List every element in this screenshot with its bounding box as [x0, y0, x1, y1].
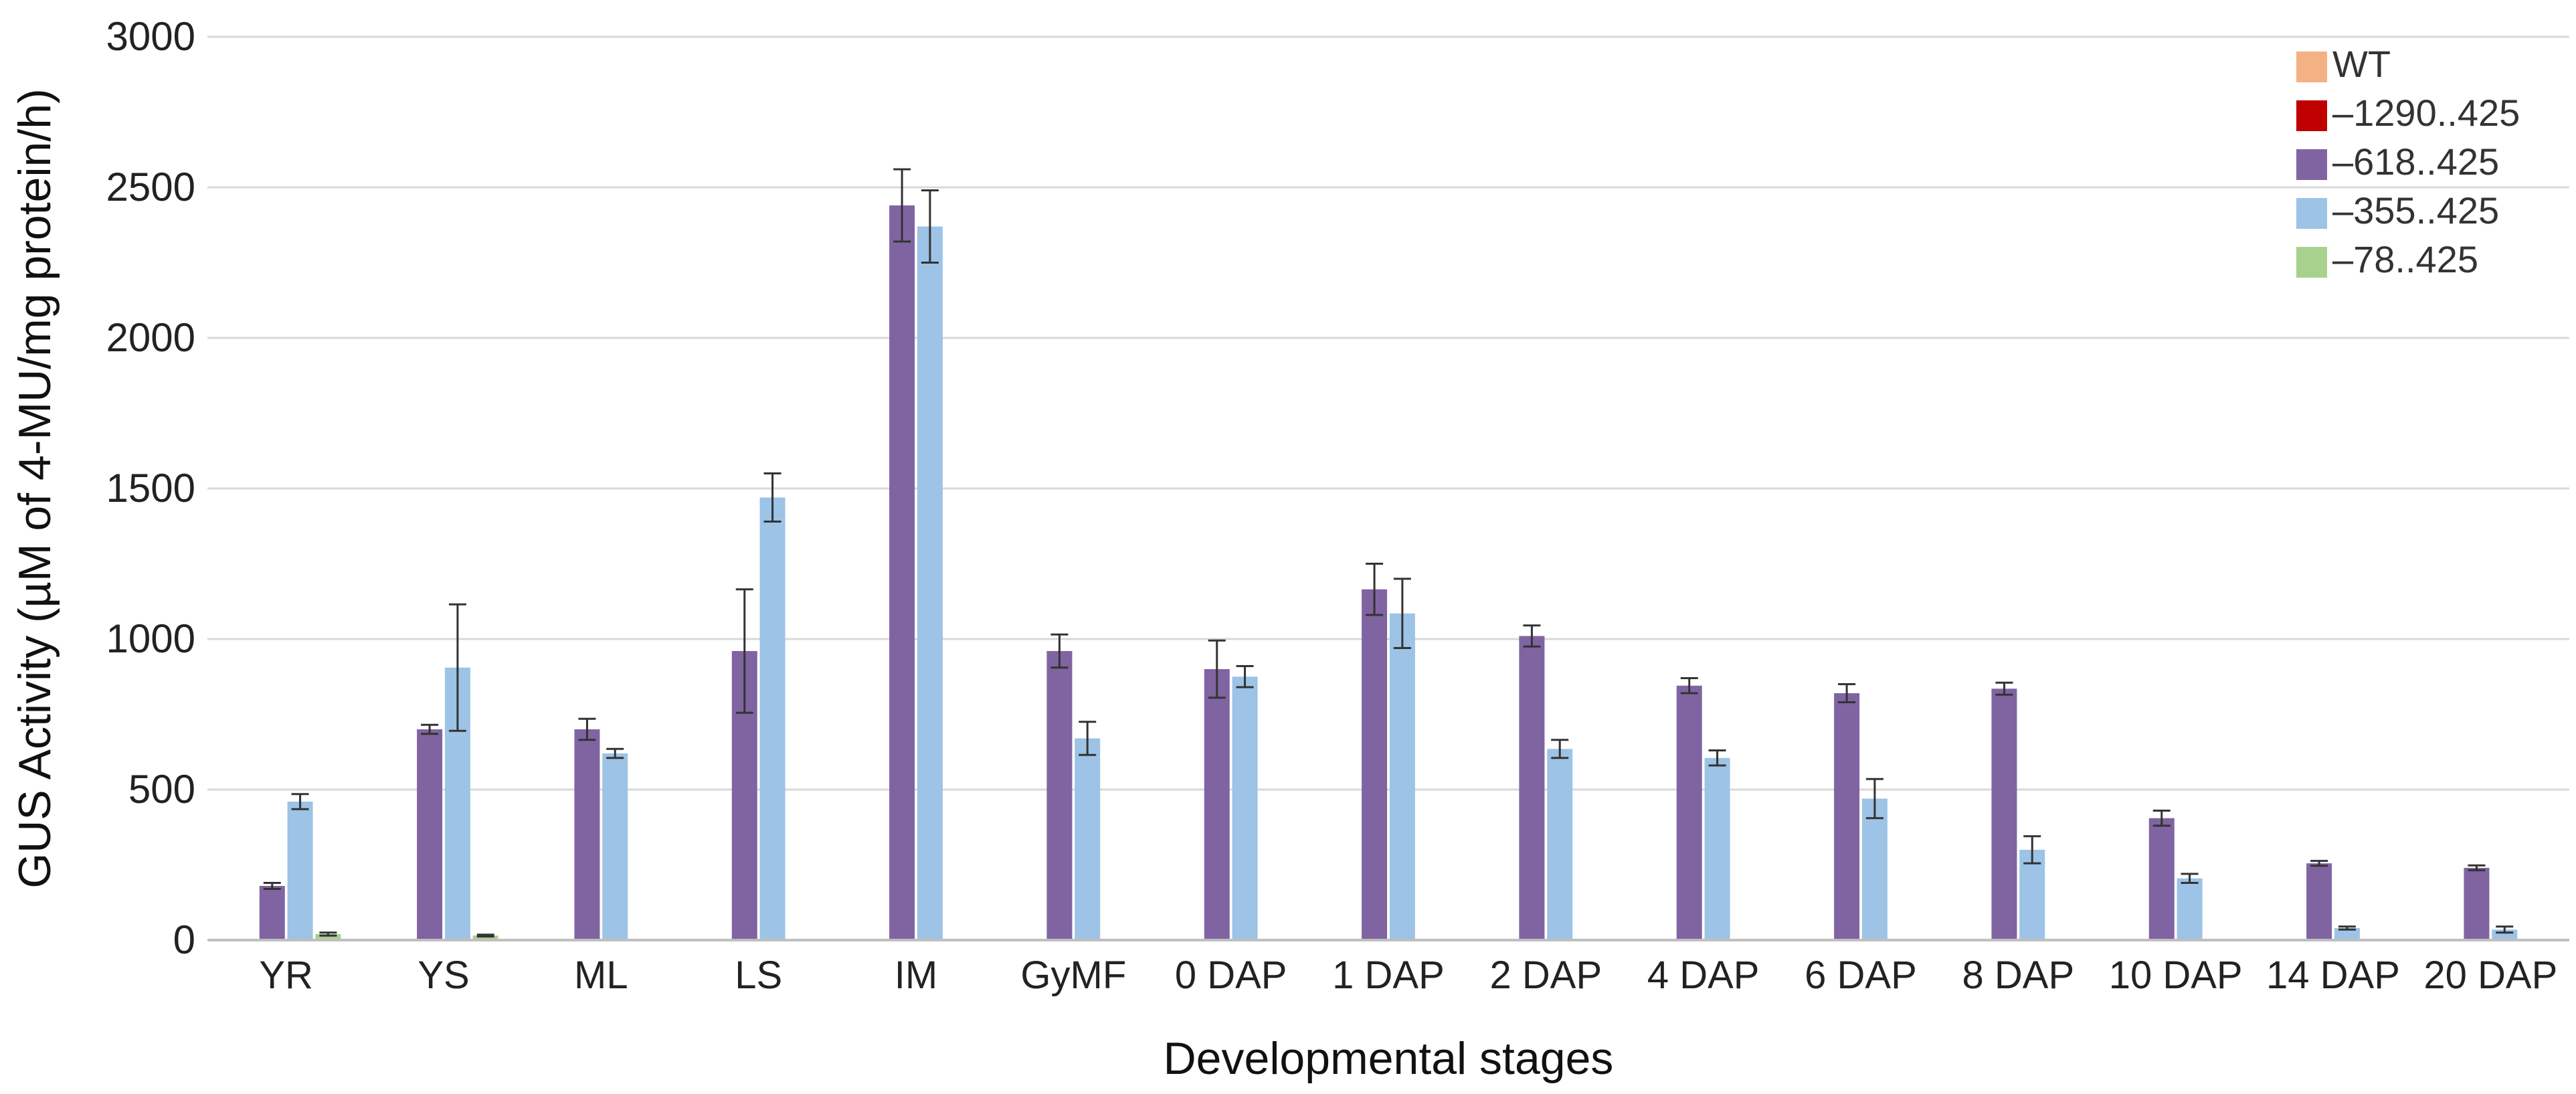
legend: WT –1290..425 –618..425 –355..425 –78..425 — [2296, 43, 2520, 280]
x-axis-title: Developmental stages — [1164, 1033, 1614, 1084]
y-axis-title: GUS Activity (µM of 4-MU/mg protein/h) — [9, 88, 60, 888]
bar — [1389, 613, 1415, 940]
bar — [2464, 868, 2490, 940]
bar — [1519, 636, 1545, 940]
bar — [1676, 685, 1702, 940]
bar — [1991, 689, 2017, 940]
bar — [1075, 738, 1101, 940]
bar — [574, 729, 600, 940]
bar — [2019, 850, 2045, 940]
bars — [259, 205, 2518, 940]
bar — [1834, 693, 1860, 940]
bar — [1362, 589, 1388, 940]
bar — [1547, 749, 1573, 940]
legend-swatch — [2296, 149, 2327, 180]
bar — [602, 753, 628, 940]
bar — [287, 802, 313, 940]
bar — [417, 729, 443, 940]
bar — [259, 886, 285, 940]
x-tick-label: 2 DAP — [1490, 953, 1602, 997]
error-bars — [263, 168, 2514, 938]
legend-label: –1290..425 — [2332, 92, 2520, 134]
y-tick-label: 0 — [173, 917, 195, 962]
legend-label: –618..425 — [2332, 141, 2499, 183]
legend-swatch — [2296, 247, 2327, 278]
x-tick-label: LS — [735, 953, 782, 997]
bar — [1046, 651, 1073, 940]
x-tick-label: YR — [259, 953, 313, 997]
x-tick-label: 10 DAP — [2109, 953, 2243, 997]
bar — [2148, 818, 2175, 940]
y-tick-label: 2000 — [106, 315, 195, 360]
legend-swatch — [2296, 198, 2327, 229]
bar — [2306, 863, 2332, 940]
bar — [315, 934, 341, 940]
bar — [889, 205, 915, 940]
bar — [2334, 928, 2360, 940]
bar — [472, 935, 498, 940]
bar — [917, 226, 943, 940]
y-tick-label: 500 — [128, 767, 195, 812]
bar — [1204, 669, 1230, 940]
legend-swatch — [2296, 52, 2327, 82]
gridlines — [207, 35, 2569, 791]
x-tick-label: 1 DAP — [1332, 953, 1445, 997]
legend-label: –78..425 — [2332, 238, 2478, 280]
legend-swatch — [2296, 100, 2327, 131]
bar — [759, 497, 786, 940]
y-tick-label: 1500 — [106, 466, 195, 511]
x-tick-label: 4 DAP — [1647, 953, 1760, 997]
y-tick-label: 2500 — [106, 165, 195, 209]
bar — [1704, 757, 1730, 940]
y-tick-label: 1000 — [106, 616, 195, 661]
x-tick-label: 8 DAP — [1962, 953, 2075, 997]
y-tick-label: 3000 — [106, 14, 195, 59]
x-tick-labels: YR YS ML LS IM GyMF 0 DAP 1 DAP 2 DAP 4 DAP 6 DAP 8… — [259, 953, 2557, 997]
x-tick-label: YS — [418, 953, 469, 997]
bar — [2177, 878, 2203, 940]
x-tick-label: IM — [895, 953, 937, 997]
x-tick-label: 0 DAP — [1175, 953, 1287, 997]
y-tick-labels: 0 500 1000 1500 2000 2500 3000 — [106, 14, 195, 962]
x-tick-label: 6 DAP — [1805, 953, 1917, 997]
x-tick-label: ML — [574, 953, 628, 997]
bar — [1861, 798, 1888, 940]
x-tick-label: 20 DAP — [2423, 953, 2557, 997]
legend-label: –355..425 — [2332, 189, 2499, 232]
bar — [1232, 676, 1258, 940]
legend-label: WT — [2332, 43, 2391, 85]
x-tick-label: 14 DAP — [2266, 953, 2400, 997]
x-tick-label: GyMF — [1020, 953, 1126, 997]
